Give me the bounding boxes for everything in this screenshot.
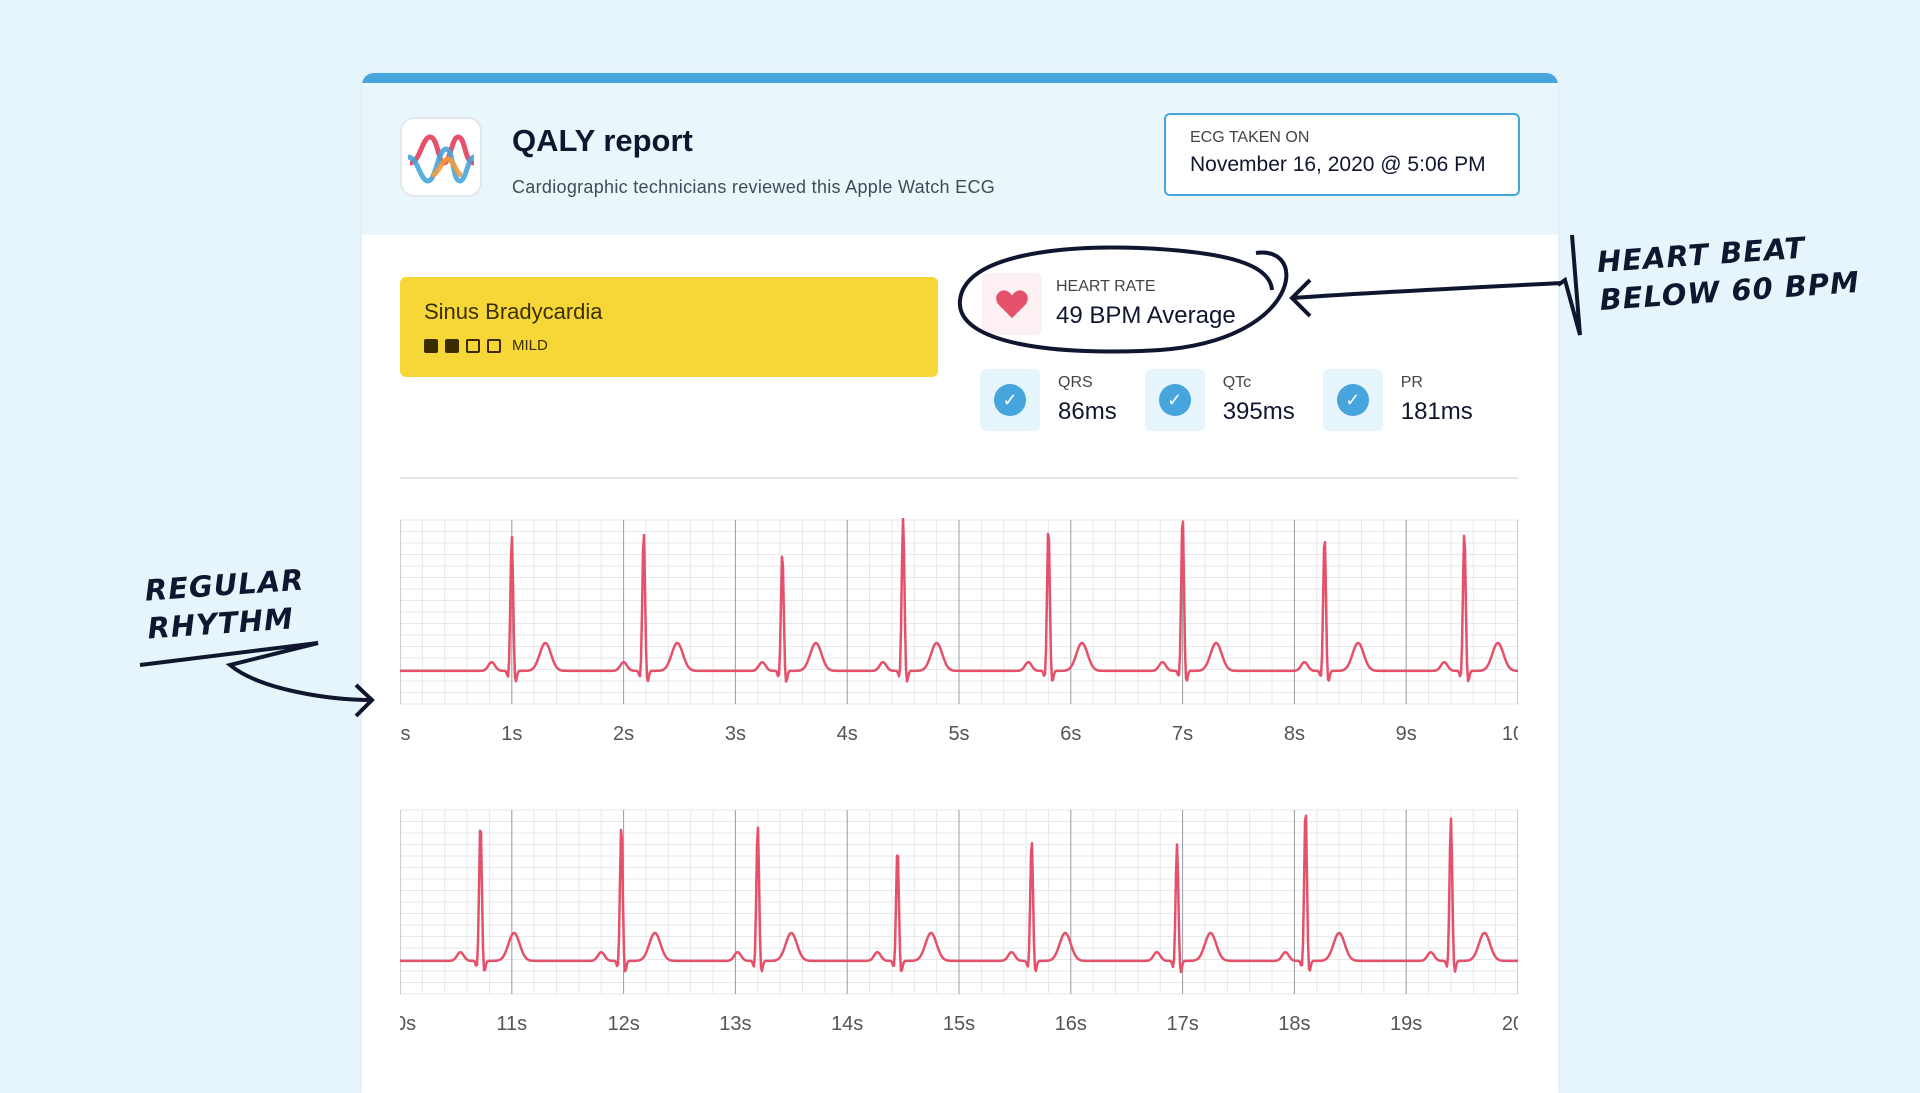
severity-square-empty — [487, 338, 501, 353]
check-icon: ✓ — [1144, 369, 1205, 431]
severity-indicator: MILD — [424, 337, 914, 354]
x-tick-label: 8s — [1284, 723, 1305, 745]
diagnosis-card: Sinus Bradycardia MILD — [400, 277, 938, 377]
metric-value: 86ms — [1058, 398, 1117, 425]
metric-value: 395ms — [1222, 398, 1295, 425]
severity-square-empty — [466, 338, 480, 353]
ecg-date-label: ECG TAKEN ON — [1190, 129, 1310, 146]
x-tick-label: 4s — [837, 723, 858, 745]
annotation-regular-rhythm: REGULAR RHYTHM — [143, 562, 306, 646]
x-tick-label: 17s — [1166, 1013, 1198, 1035]
x-tick-label: 20s — [1502, 1013, 1518, 1035]
arrow-right-annotation — [1289, 278, 1563, 318]
ecg-date-box: ECG TAKEN ON November 16, 2020 @ 5:06 PM — [1164, 113, 1520, 196]
severity-label: MILD — [512, 337, 548, 354]
circle-annotation — [957, 245, 1289, 354]
x-tick-label: 12s — [607, 1013, 639, 1035]
ecg-trace — [400, 814, 1518, 974]
severity-square-filled — [445, 338, 459, 353]
check-icon: ✓ — [980, 369, 1040, 431]
divider — [400, 477, 1518, 479]
heart-icon — [982, 273, 1042, 335]
x-tick-label: 7s — [1172, 723, 1193, 745]
x-tick-label: 19s — [1390, 1013, 1422, 1035]
x-tick-label: 10s — [400, 1013, 416, 1035]
severity-square-filled — [424, 338, 438, 353]
top-accent-bar — [362, 73, 1558, 83]
metric-label: QRS — [1058, 374, 1093, 391]
ecg-strip-2: 10s 11s 12s 13s 14s 15s 16s 17s 18s 19s 20s — [400, 809, 1518, 1035]
diagnosis-name: Sinus Bradycardia — [424, 299, 603, 324]
report-card: QALY report Cardiographic technicians re… — [362, 73, 1558, 1093]
x-tick-label: 10s — [1502, 723, 1518, 745]
x-tick-label: 5s — [948, 723, 969, 745]
x-tick-label: 9s — [1396, 723, 1417, 745]
metric-qrs: ✓ QRS 86ms — [980, 369, 1117, 431]
metric-pr: ✓ PR 181ms — [1322, 369, 1473, 431]
x-tick-label: 15s — [943, 1013, 975, 1035]
arrow-left-annotation — [139, 641, 375, 718]
metric-label: QTc — [1222, 374, 1252, 391]
page-title: QALY report — [512, 123, 693, 158]
x-tick-label: 16s — [1055, 1013, 1087, 1035]
report-header: QALY report Cardiographic technicians re… — [362, 83, 1558, 235]
x-tick-label: 1s — [501, 723, 522, 745]
page-subtitle: Cardiographic technicians reviewed this … — [512, 177, 996, 197]
ecg-trace — [400, 518, 1518, 683]
metric-value: 181ms — [1400, 398, 1473, 425]
heart-rate-label: HEART RATE — [1056, 278, 1156, 295]
x-tick-label: 11s — [496, 1013, 527, 1035]
x-tick-label: 14s — [831, 1013, 863, 1035]
x-tick-label: 13s — [719, 1013, 751, 1035]
x-tick-label: 6s — [1060, 723, 1081, 745]
metric-qtc: ✓ QTc 395ms — [1144, 369, 1295, 431]
x-tick-label: 0s — [400, 723, 411, 745]
x-tick-label: 2s — [613, 723, 634, 745]
qaly-logo-icon — [400, 117, 482, 197]
ecg-strip-1: 0s 1s 2s 3s 4s 5s 6s 7s 8s 9s 10s — [400, 518, 1518, 745]
x-tick-label: 3s — [725, 723, 746, 745]
x-tick-label: 18s — [1278, 1013, 1310, 1035]
metric-label: PR — [1400, 374, 1423, 391]
heart-rate-value: 49 BPM Average — [1056, 302, 1236, 329]
check-icon: ✓ — [1322, 369, 1383, 431]
ecg-date-value: November 16, 2020 @ 5:06 PM — [1190, 153, 1486, 176]
interval-metrics: ✓ QRS 86ms ✓ QTc 395ms ✓ PR 181ms — [980, 369, 1473, 431]
heart-rate: HEART RATE 49 BPM Average — [982, 273, 1236, 335]
